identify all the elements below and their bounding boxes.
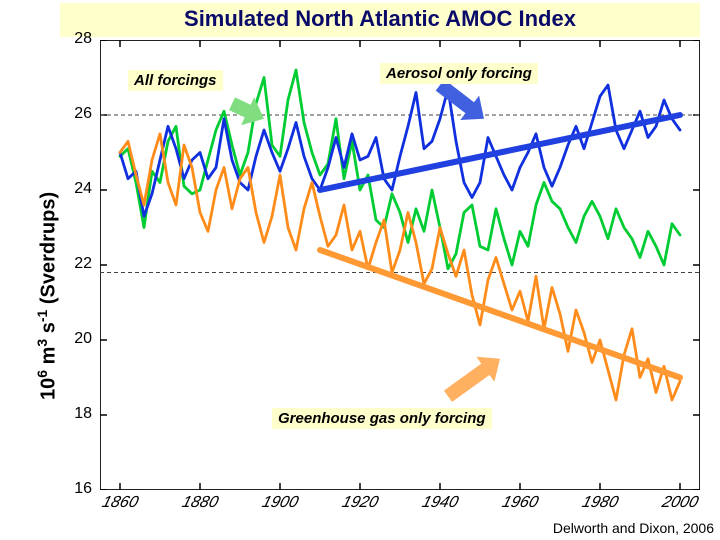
- y-axis-label: 106 m3 s-1 (Sverdrups): [34, 192, 61, 400]
- y-tick-label: 28: [52, 30, 92, 48]
- annotation-ghg_label: Greenhouse gas only forcing: [272, 408, 492, 429]
- y-tick-label: 20: [52, 330, 92, 348]
- x-tick-label: 1960: [493, 494, 548, 512]
- annotation-aerosol_label: Aerosol only forcing: [380, 63, 538, 84]
- y-tick-label: 22: [52, 255, 92, 273]
- arrow-ghg_arrow: [444, 357, 500, 402]
- arrow-all_arrow: [229, 97, 264, 125]
- x-tick-label: 1940: [413, 494, 468, 512]
- x-tick-label: 1880: [173, 494, 228, 512]
- x-tick-label: 2000: [653, 494, 708, 512]
- chart-title: Simulated North Atlantic AMOC Index: [60, 3, 700, 37]
- y-tick-label: 18: [52, 405, 92, 423]
- y-tick-label: 24: [52, 180, 92, 198]
- series-aerosol: [120, 85, 680, 216]
- chart-canvas: Simulated North Atlantic AMOC Index 106 …: [0, 0, 720, 540]
- y-tick-label: 26: [52, 105, 92, 123]
- x-tick-label: 1900: [253, 494, 308, 512]
- arrow-aerosol_arrow: [436, 79, 484, 120]
- y-tick-label: 16: [52, 480, 92, 498]
- annotation-all_label: All forcings: [128, 70, 223, 91]
- x-tick-label: 1920: [333, 494, 388, 512]
- x-tick-label: 1860: [93, 494, 148, 512]
- x-tick-label: 1980: [573, 494, 628, 512]
- trend-aerosol_trend: [320, 115, 680, 190]
- credit-text: Delworth and Dixon, 2006: [553, 520, 714, 536]
